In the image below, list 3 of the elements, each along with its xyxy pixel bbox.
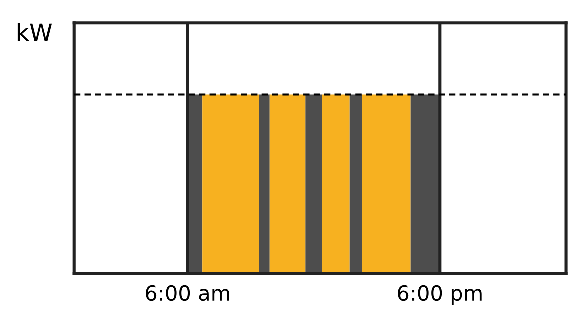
x-tick-label: 6:00 pm [398,285,482,306]
y-axis-title: kW [18,23,52,42]
x-tick-label: 6:00 am [146,285,230,302]
